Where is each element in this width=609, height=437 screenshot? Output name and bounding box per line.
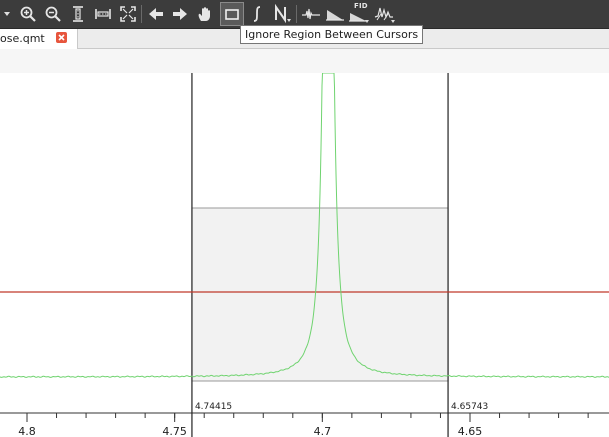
previous-arrow-icon[interactable] [144, 2, 168, 26]
x-tick-label: 4.8 [18, 425, 36, 437]
document-tab[interactable]: ose.qmt [0, 29, 78, 49]
zoom-out-icon[interactable] [41, 2, 65, 26]
full-view-icon[interactable] [116, 2, 140, 26]
spectrum-header-strip [0, 49, 609, 74]
fid-icon[interactable]: FID [347, 2, 371, 26]
vertical-zoom-icon[interactable] [66, 2, 90, 26]
ignore-region-icon[interactable] [220, 2, 244, 26]
phase-icon[interactable] [299, 2, 323, 26]
integral-icon[interactable] [245, 2, 269, 26]
spectrum-plot[interactable]: 4.8 4.75 4.7 4.65 4.74415 4.65743 [0, 73, 609, 437]
pan-hand-icon[interactable] [193, 2, 217, 26]
close-tab-icon[interactable] [56, 32, 67, 43]
x-tick-label: 4.75 [162, 425, 187, 437]
cursor-label: 4.65743 [451, 402, 488, 412]
x-tick-label: 4.65 [458, 425, 483, 437]
fid-label: FID [354, 2, 368, 10]
x-tick-label: 4.7 [314, 425, 332, 437]
dropdown-arrow-icon[interactable] [0, 2, 14, 26]
horizontal-zoom-icon[interactable] [91, 2, 115, 26]
toolbar-separator [141, 5, 142, 23]
tooltip: Ignore Region Between Cursors [240, 25, 424, 44]
zoom-in-icon[interactable] [16, 2, 40, 26]
next-arrow-icon[interactable] [168, 2, 192, 26]
normalize-icon[interactable] [270, 2, 294, 26]
document-tab-label: ose.qmt [0, 32, 45, 45]
ignore-region[interactable] [191, 207, 449, 382]
peak-pick-icon[interactable] [373, 2, 397, 26]
cursor-label: 4.74415 [195, 402, 232, 412]
toolbar-separator [296, 5, 297, 23]
baseline-icon[interactable] [323, 2, 347, 26]
spectrum-line [0, 73, 609, 378]
